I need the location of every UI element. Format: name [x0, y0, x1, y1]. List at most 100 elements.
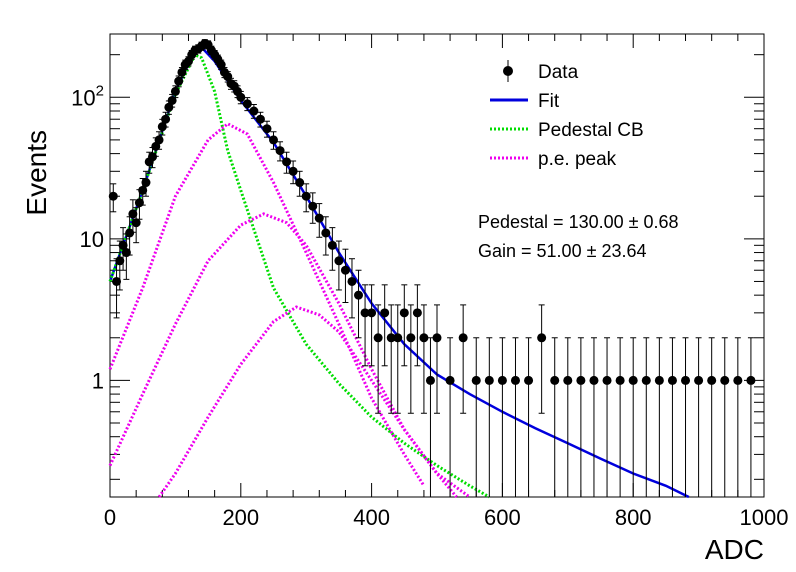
- y-tick-label: 102: [71, 82, 104, 110]
- data-point: [484, 375, 494, 385]
- data-point: [125, 228, 135, 238]
- data-point: [112, 276, 122, 286]
- y-tick-label: 10: [80, 227, 104, 252]
- series-line-p-e-peak-1: [108, 122, 426, 487]
- data-point: [367, 308, 377, 318]
- data-point: [458, 333, 468, 343]
- data-point: [497, 375, 507, 385]
- data-point: [216, 60, 226, 70]
- data-point: [174, 76, 184, 86]
- plot-area-border: [109, 33, 765, 498]
- data-point: [360, 308, 370, 318]
- data-point: [314, 213, 324, 223]
- data-point: [746, 375, 756, 385]
- data-point: [118, 240, 128, 250]
- x-tick-label: 200: [222, 505, 259, 530]
- data-point: [262, 124, 272, 134]
- x-axis-label: ADC: [705, 534, 764, 565]
- data-point: [641, 375, 651, 385]
- data-point: [615, 375, 625, 385]
- y-axis-label: Events: [21, 130, 52, 216]
- legend-marker: [503, 66, 513, 76]
- data-point: [425, 375, 435, 385]
- x-tick-label: 800: [615, 505, 652, 530]
- data-point: [550, 375, 560, 385]
- data-point: [576, 375, 586, 385]
- data-point: [347, 276, 357, 286]
- data-point: [321, 228, 331, 238]
- data-point: [354, 290, 364, 300]
- legend-label: Data: [538, 62, 579, 83]
- data-point: [170, 86, 180, 96]
- x-tick-label: 400: [353, 505, 390, 530]
- plot-frame: [109, 33, 765, 498]
- data-point: [694, 375, 704, 385]
- data-point: [275, 146, 285, 156]
- axes: 0 200 400 600 800 1000 1 10 102: [71, 34, 788, 530]
- series-line-fit: [108, 45, 690, 499]
- data-point: [563, 375, 573, 385]
- data-point: [148, 152, 158, 162]
- data-point: [167, 95, 177, 105]
- data-point: [242, 99, 252, 109]
- data-point: [255, 114, 265, 124]
- data-point: [269, 135, 278, 145]
- data-point: [128, 209, 138, 219]
- data-point: [667, 375, 677, 385]
- data-point: [589, 375, 599, 385]
- data-point: [157, 122, 167, 132]
- data-point: [249, 106, 259, 116]
- data-point: [308, 201, 318, 211]
- legend-label: Pedestal CB: [538, 120, 644, 141]
- annotations: Pedestal = 130.00 ± 0.68 Gain = 51.00 ± 2…: [478, 212, 679, 261]
- data-point: [177, 67, 187, 77]
- data-point: [236, 92, 246, 102]
- x-tick-label: 600: [484, 505, 521, 530]
- data-point: [282, 157, 292, 167]
- data-point: [393, 333, 403, 343]
- data-point: [223, 72, 233, 82]
- data-point: [108, 191, 118, 201]
- data-point: [419, 333, 429, 343]
- data-point: [373, 333, 383, 343]
- data-point: [510, 375, 520, 385]
- data-point: [334, 256, 344, 266]
- data-point: [115, 256, 125, 266]
- data-point: [161, 114, 171, 124]
- fit-result-text: Pedestal = 130.00 ± 0.68: [478, 212, 679, 232]
- data-point: [537, 333, 547, 343]
- data-point: [720, 375, 730, 385]
- data-point: [733, 375, 743, 385]
- data-point: [445, 375, 455, 385]
- data-point: [524, 375, 534, 385]
- data-point: [412, 308, 422, 318]
- x-tick-label: 0: [104, 505, 116, 530]
- fit-result-text: Gain = 51.00 ± 23.64: [478, 241, 647, 261]
- data-point: [628, 375, 638, 385]
- data-point: [327, 240, 337, 250]
- series: [108, 38, 756, 499]
- data-point: [654, 375, 664, 385]
- data-point: [164, 102, 174, 112]
- data-point: [131, 218, 141, 228]
- data-point: [340, 265, 350, 275]
- data-point: [707, 375, 717, 385]
- data-point: [681, 375, 691, 385]
- data-point: [154, 135, 164, 145]
- data-point: [301, 191, 311, 201]
- data-point: [399, 308, 409, 318]
- legend-label: Fit: [538, 91, 560, 112]
- data-point: [141, 178, 151, 188]
- data-point: [471, 375, 481, 385]
- data-point: [380, 308, 390, 318]
- legend: Data Fit Pedestal CB p.e. peak: [490, 60, 644, 170]
- data-point: [138, 185, 148, 195]
- data-point: [432, 333, 442, 343]
- x-tick-label: 1000: [740, 505, 789, 530]
- data-point: [288, 166, 298, 176]
- data-point: [386, 333, 396, 343]
- y-tick-label: 1: [92, 368, 104, 393]
- legend-label: p.e. peak: [538, 149, 617, 170]
- series-line-p-e-peak-3: [157, 305, 471, 499]
